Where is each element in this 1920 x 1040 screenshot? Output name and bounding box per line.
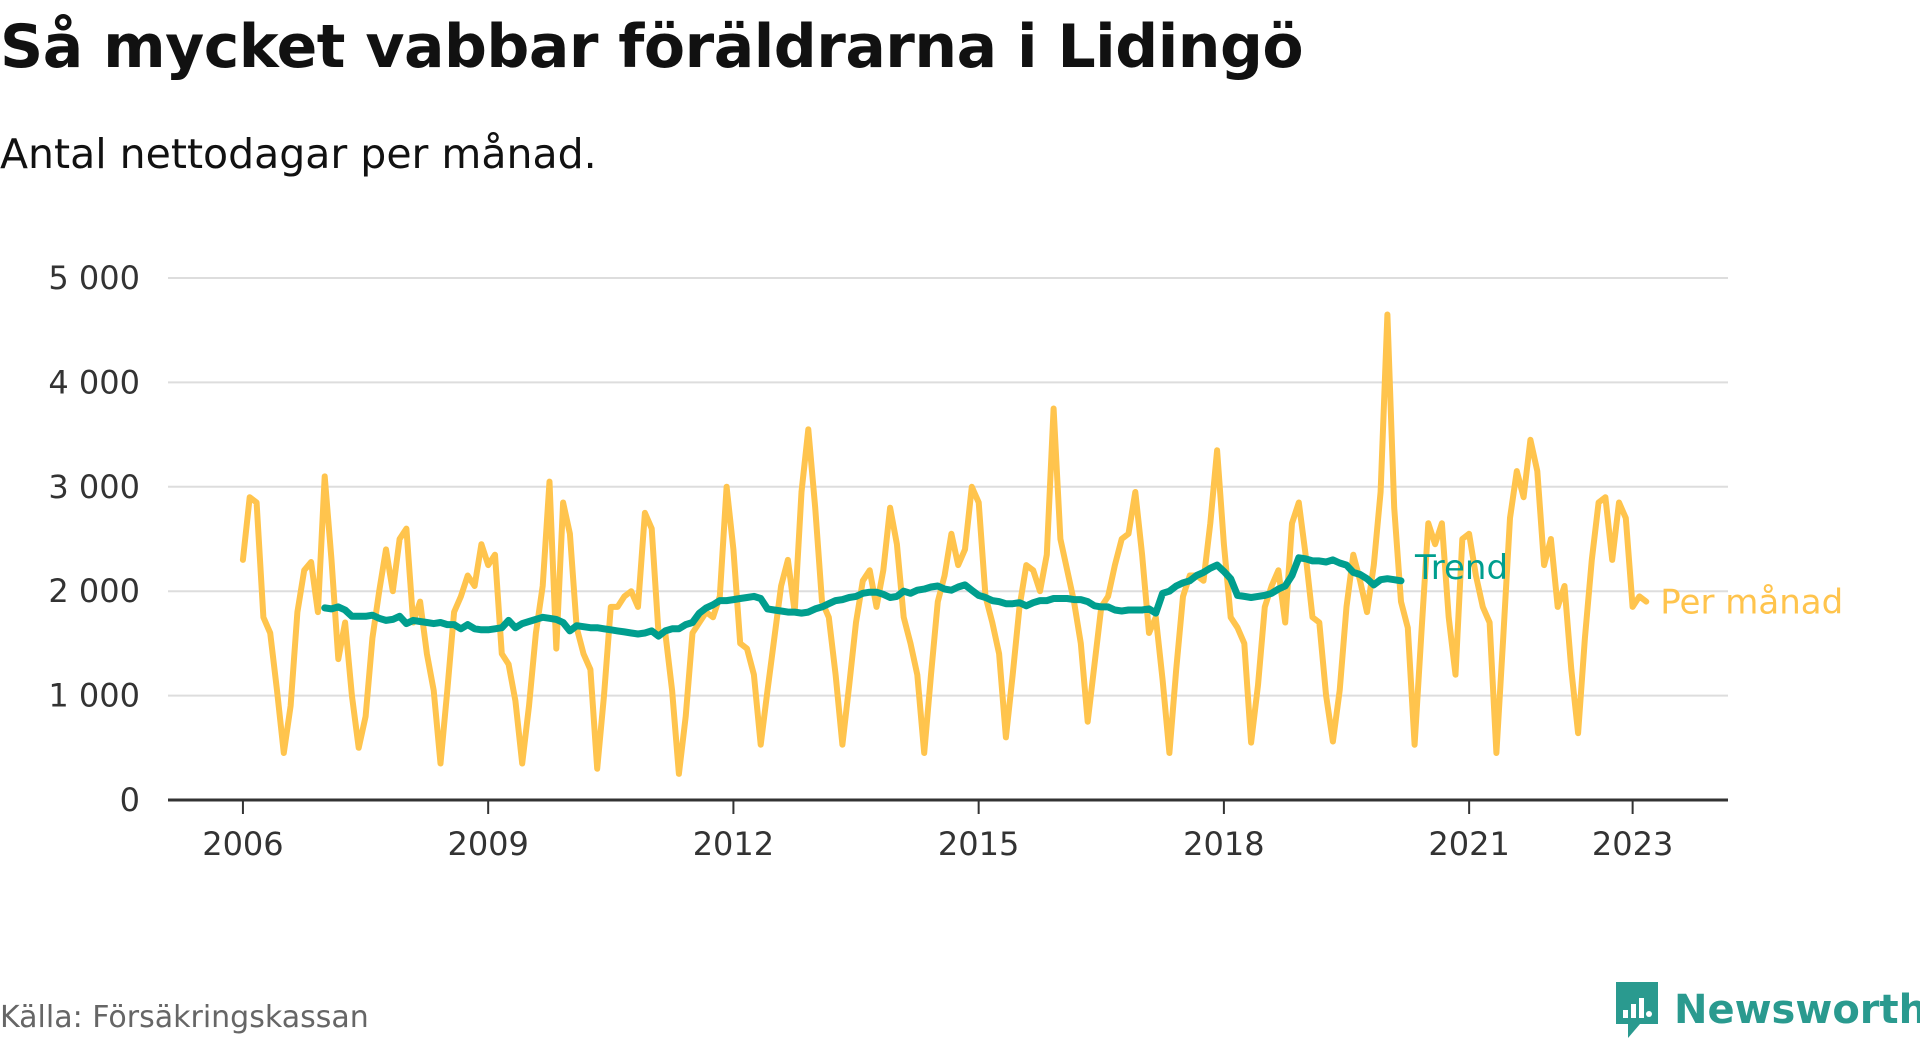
brand-logo: Newsworthy <box>1612 980 1920 1040</box>
line-chart: 0 1 000 2 000 3 000 4 000 5 000 2006 2009 2012 20… <box>48 259 1843 863</box>
x-tick-label: 2006 <box>202 825 283 863</box>
x-tick-label: 2009 <box>447 825 528 863</box>
y-tick-label: 2 000 <box>48 572 140 610</box>
chart-subtitle: Antal nettodagar per månad. <box>0 130 597 178</box>
x-tick-label: 2015 <box>938 825 1019 863</box>
y-tick-label: 4 000 <box>48 363 140 401</box>
y-tick-label: 5 000 <box>48 259 140 297</box>
series-label-trend: Trend <box>1414 548 1508 588</box>
series-label-per-manad: Per månad <box>1660 583 1843 623</box>
series-line-per-manad <box>239 311 1650 777</box>
grid-lines <box>168 277 1728 697</box>
brand-name: Newsworthy <box>1674 987 1920 1033</box>
series-line-trend <box>321 554 1405 640</box>
y-tick-label: 3 000 <box>48 468 140 506</box>
newsworthy-logo-icon <box>1616 982 1658 1038</box>
x-tick-label: 2021 <box>1428 825 1509 863</box>
axes: 0 1 000 2 000 3 000 4 000 5 000 2006 2009 2012 20… <box>48 259 1728 863</box>
source-note: Källa: Försäkringskassan <box>0 1000 369 1035</box>
y-tick-label: 1 000 <box>48 677 140 715</box>
chart-title: Så mycket vabbar föräldrarna i Lidingö <box>0 12 1304 82</box>
series-lines <box>239 311 1650 777</box>
x-tick-label: 2012 <box>693 825 774 863</box>
series-labels: Trend Per månad <box>1414 548 1843 623</box>
x-tick-label: 2023 <box>1592 825 1673 863</box>
y-tick-label: 0 <box>120 781 140 819</box>
x-tick-label: 2018 <box>1183 825 1264 863</box>
